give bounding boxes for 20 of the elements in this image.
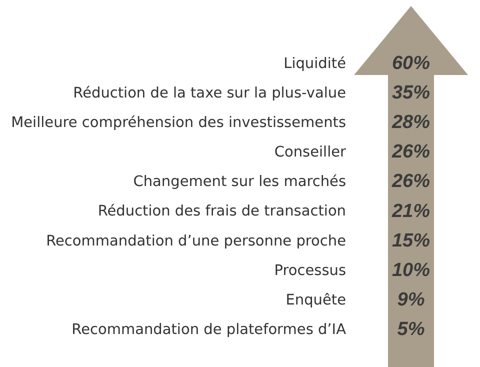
data-label: 60% xyxy=(392,53,430,74)
category-label: Enquête xyxy=(286,292,346,308)
data-label: 35% xyxy=(392,82,430,104)
category-label: Recommandation de plateformes d’IA xyxy=(72,322,346,338)
category-label: Réduction des frais de transaction xyxy=(98,204,346,220)
data-label: 5% xyxy=(397,319,425,340)
category-label: Réduction de la taxe sur la plus-value xyxy=(73,86,346,102)
data-label: 9% xyxy=(397,289,425,310)
data-label: 10% xyxy=(392,260,430,281)
category-label: Meilleure compréhension des investissements xyxy=(11,115,346,132)
data-label: 26% xyxy=(390,142,430,163)
data-label: 21% xyxy=(390,200,430,222)
data-label: 28% xyxy=(390,112,430,134)
data-label: 15% xyxy=(392,230,430,252)
data-label: 26% xyxy=(390,171,430,192)
category-label: Processus xyxy=(274,262,346,279)
category-label: Changement sur les marchés xyxy=(133,174,346,190)
category-label: Liquidité xyxy=(284,56,346,72)
category-label: Conseiller xyxy=(274,144,346,161)
category-label: Recommandation d’une personne proche xyxy=(46,233,346,250)
